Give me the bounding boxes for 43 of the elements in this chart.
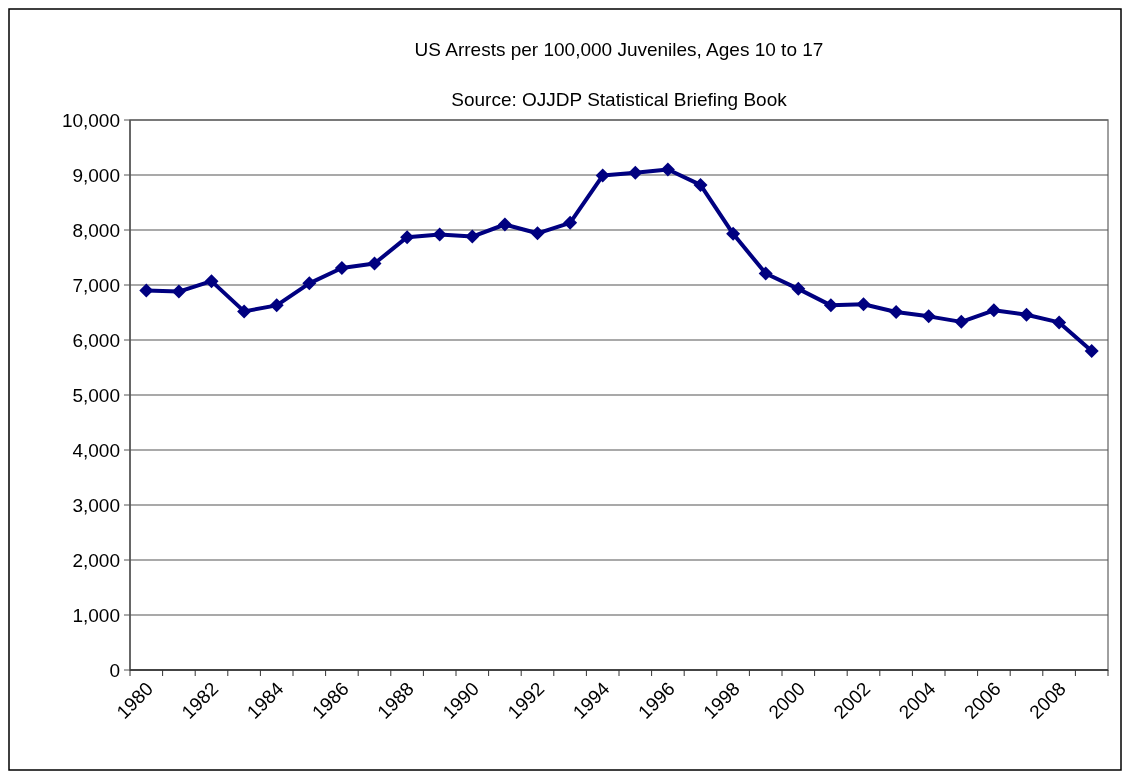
point (1019, 307, 1034, 322)
point (432, 227, 447, 242)
point (400, 230, 415, 245)
point (139, 283, 154, 298)
point (954, 314, 969, 329)
point (367, 256, 382, 271)
chart-subtitle: Source: OJJDP Statistical Briefing Book (451, 89, 788, 110)
point (302, 276, 317, 291)
point (856, 297, 871, 312)
y-tick-label: 3,000 (72, 494, 120, 516)
point (530, 226, 545, 241)
point (660, 162, 675, 177)
point (465, 229, 480, 244)
point (758, 266, 773, 281)
point (726, 226, 741, 241)
y-tick-label: 8,000 (72, 219, 120, 241)
y-tick-label: 0 (109, 659, 120, 681)
y-tick-label: 10,000 (61, 109, 120, 131)
point (986, 303, 1001, 318)
y-tick-label: 4,000 (72, 439, 120, 461)
y-tick-label: 5,000 (72, 384, 120, 406)
point (563, 215, 578, 230)
y-tick-label: 2,000 (72, 549, 120, 571)
point (269, 298, 284, 313)
point (204, 274, 219, 289)
point (628, 165, 643, 180)
point (823, 298, 838, 313)
point (595, 168, 610, 183)
point (889, 304, 904, 319)
point (791, 281, 806, 296)
chart-title: US Arrests per 100,000 Juveniles, Ages 10 to 17 (414, 39, 824, 60)
y-tick-label: 1,000 (72, 604, 120, 626)
point (334, 260, 349, 275)
y-tick-label: 7,000 (72, 274, 120, 296)
point (1052, 315, 1067, 330)
point (497, 217, 512, 232)
point (171, 284, 186, 299)
point (693, 177, 708, 192)
y-tick-label: 6,000 (72, 329, 120, 351)
point (237, 304, 252, 319)
y-tick-label: 9,000 (72, 164, 120, 186)
point (921, 309, 936, 324)
point (1084, 344, 1099, 358)
